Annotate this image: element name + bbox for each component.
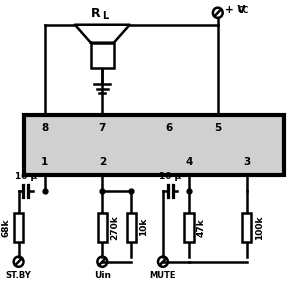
Text: 10 μ: 10 μ	[15, 172, 37, 181]
Text: 47k: 47k	[197, 218, 206, 237]
Bar	[184, 213, 194, 242]
Text: CC: CC	[238, 6, 249, 15]
Text: 7: 7	[99, 123, 106, 133]
Polygon shape	[75, 25, 130, 43]
Text: 1: 1	[41, 157, 48, 167]
Text: 100k: 100k	[255, 215, 264, 239]
Bar	[91, 43, 114, 68]
Text: 270k: 270k	[110, 215, 119, 240]
Bar	[14, 213, 23, 242]
Bar	[242, 213, 251, 242]
Text: 10 μ: 10 μ	[159, 172, 181, 181]
Text: 2: 2	[99, 157, 106, 167]
Text: 6: 6	[165, 123, 172, 133]
Text: 5: 5	[214, 123, 221, 133]
Bar	[127, 213, 136, 242]
Text: L: L	[102, 11, 109, 21]
Text: ST.BY: ST.BY	[6, 271, 31, 280]
Text: MUTE: MUTE	[150, 271, 176, 280]
Text: 8: 8	[41, 123, 48, 133]
Bar	[24, 115, 284, 175]
Text: + V: + V	[225, 5, 245, 15]
Text: 3: 3	[243, 157, 250, 167]
Bar	[98, 213, 107, 242]
Text: 68k: 68k	[2, 218, 10, 236]
Text: Uin: Uin	[94, 271, 111, 280]
Text: 4: 4	[185, 157, 193, 167]
Text: 10k: 10k	[139, 218, 148, 236]
Text: R: R	[91, 7, 101, 20]
